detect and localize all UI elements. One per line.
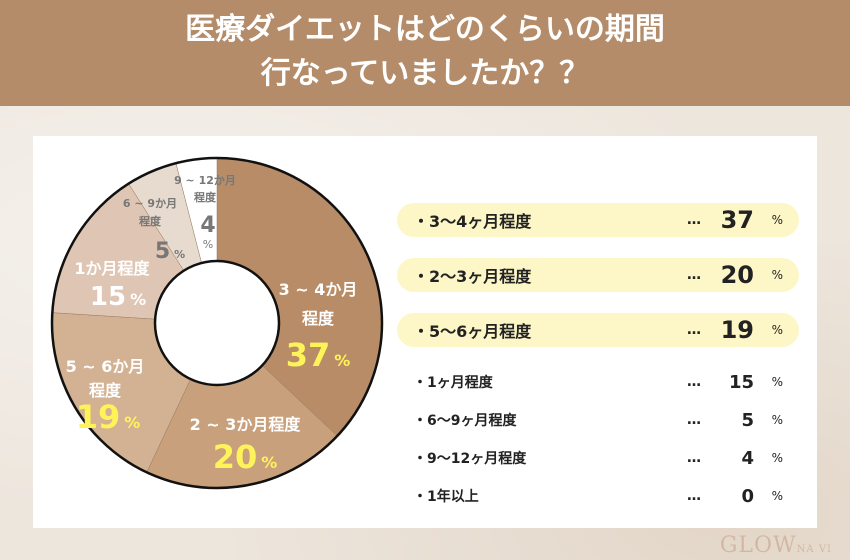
slice-label-name: 程度 [89,381,122,400]
legend-label: ・6〜9ヶ月程度 [413,413,517,429]
legend-item: ・3〜4ヶ月程度 … 37% [397,203,799,237]
legend-item: ・1年以上 … 0% [397,479,799,513]
legend-label: ・1ヶ月程度 [413,375,493,391]
legend-pct: % [771,375,783,389]
slice-label-value: 5% [155,239,185,264]
legend-item: ・5〜6ヶ月程度 … 19% [397,313,799,347]
title-line-1: 医療ダイエットはどのくらいの期間 [185,12,665,47]
legend-item: ・9〜12ヶ月程度 … 4% [397,441,799,475]
legend-value: 19 [720,316,754,344]
slice-label-name: 6 ~ 9か月 [123,197,177,210]
title-banner: 医療ダイエットはどのくらいの期間 行なっていましたか？？ [0,0,850,106]
inner-ring [153,259,281,387]
legend-item: ・6〜9ヶ月程度 … 5% [397,403,799,437]
legend-dots: … [687,267,701,283]
legend-label: ・1年以上 [413,489,479,505]
legend-value: 5 [741,409,754,431]
slice-label-name: 程度 [194,190,217,204]
slice-label-name: 5 ~ 6か月 [66,357,145,376]
legend-label: ・3〜4ヶ月程度 [413,212,532,231]
legend-pct: % [771,268,783,282]
legend-dots: … [687,212,701,228]
legend-dots: … [687,412,701,428]
legend-dots: … [687,322,701,338]
legend-value: 0 [741,485,754,507]
slice-label-value: 4 [200,213,215,238]
slice-label-name: 2 ~ 3か月程度 [190,415,302,434]
slice-label-name: 程度 [302,309,335,328]
legend-dots: … [687,488,701,504]
legend-pct: % [771,451,783,465]
legend-pct: % [771,489,783,503]
legend-label: ・5〜6ヶ月程度 [413,322,532,341]
slice-label-name: 1か月程度 [74,259,150,278]
legend-value: 37 [720,206,754,234]
legend-value: 4 [741,447,754,469]
slice-label-name: 3 ~ 4か月 [279,280,358,299]
slice-label-value: 19% [76,398,141,436]
legend-value: 15 [728,371,754,393]
legend-item: ・1ヶ月程度 … 15% [397,365,799,399]
legend-item: ・2〜3ヶ月程度 … 20% [397,258,799,292]
outer-ring [50,156,384,490]
legend-pct: % [771,413,783,427]
title-line-2: 行なっていましたか？？ [260,56,590,91]
logo: GLOWNA VI [719,533,832,558]
legend-label: ・2〜3ヶ月程度 [413,267,532,286]
slice-label-value: 15% [90,282,146,312]
legend-label: ・9〜12ヶ月程度 [413,451,527,467]
slice-label-name: 程度 [139,214,162,228]
slice-label-value: 20% [213,438,278,476]
legend-dots: … [687,374,701,390]
legend-value: 20 [720,261,754,289]
slice-label-pct: % [203,238,213,251]
slice-label-value: 37% [286,336,351,374]
legend-dots: … [687,450,701,466]
slice-label-name: 9 ~ 12か月 [174,174,236,187]
legend-pct: % [771,213,783,227]
legend-pct: % [771,323,783,337]
